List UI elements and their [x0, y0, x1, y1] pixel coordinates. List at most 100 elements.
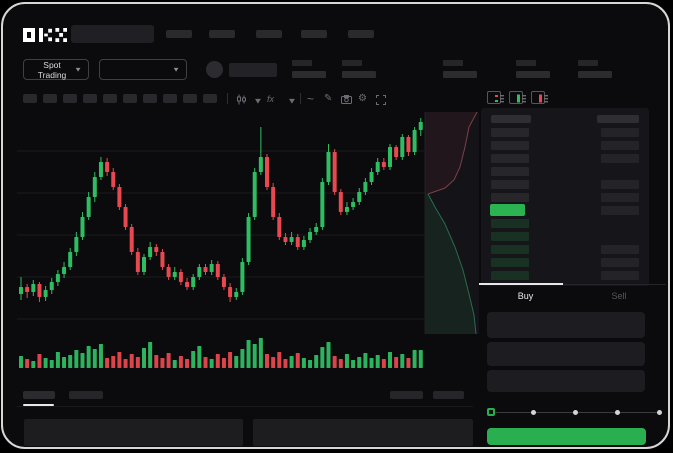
interval-button[interactable]	[143, 94, 157, 103]
bid-price-placeholder[interactable]	[491, 271, 529, 280]
camera-icon[interactable]	[341, 95, 352, 104]
total-field[interactable]	[487, 370, 645, 392]
volume-bar	[289, 356, 294, 368]
chevron-down-icon[interactable]: ▼	[287, 97, 297, 106]
candle-body	[43, 290, 48, 297]
book-asks-icon[interactable]	[531, 91, 548, 104]
market-type-dropdown[interactable]: Spot Trading ▼	[23, 59, 89, 80]
ask-price-placeholder[interactable]	[491, 193, 529, 202]
orders-panel	[24, 419, 243, 446]
candle-body	[74, 237, 79, 252]
interval-button[interactable]	[203, 94, 217, 103]
nav-item-placeholder[interactable]	[256, 30, 282, 38]
volume-bar	[123, 359, 128, 368]
candle-body	[19, 287, 23, 294]
bottom-action-placeholder[interactable]	[433, 391, 464, 399]
slider-handle[interactable]	[487, 408, 495, 416]
bid-price-placeholder[interactable]	[491, 258, 529, 267]
nav-item-placeholder[interactable]	[348, 30, 374, 38]
chevron-down-icon[interactable]: ▼	[253, 97, 263, 106]
bottom-action-placeholder[interactable]	[390, 391, 423, 399]
candle-body	[326, 152, 331, 182]
candle-body	[351, 202, 356, 207]
interval-button[interactable]	[103, 94, 117, 103]
book-amount-placeholder	[601, 271, 639, 280]
bottom-tab-history[interactable]	[69, 391, 103, 399]
slider-stop-dot[interactable]	[573, 410, 578, 415]
slider-stop-dot[interactable]	[615, 410, 620, 415]
bid-price-placeholder[interactable]	[491, 219, 529, 228]
tab-buy[interactable]: Buy	[479, 288, 572, 304]
buy-submit-button[interactable]	[487, 428, 646, 445]
candle-body	[68, 252, 73, 267]
book-amount-placeholder	[601, 245, 639, 254]
candle-body	[357, 192, 362, 202]
tab-sell[interactable]: Sell	[572, 288, 666, 304]
last-price-bar[interactable]	[490, 204, 525, 216]
price-field[interactable]	[487, 312, 645, 338]
volume-bar	[191, 351, 196, 368]
nav-item-placeholder[interactable]	[209, 30, 235, 38]
volume-bar	[203, 357, 208, 368]
price-chart[interactable]	[17, 112, 479, 368]
interval-button[interactable]	[83, 94, 97, 103]
volume-bar	[265, 354, 269, 368]
draw-icon[interactable]: ✎	[324, 93, 333, 104]
candle-body	[86, 197, 91, 217]
ask-price-placeholder[interactable]	[491, 128, 529, 137]
slider-stop-dot[interactable]	[531, 410, 536, 415]
interval-button[interactable]	[63, 94, 77, 103]
amount-slider[interactable]	[487, 404, 665, 420]
ask-price-placeholder[interactable]	[491, 141, 529, 150]
candle-body	[234, 292, 239, 297]
fullscreen-icon[interactable]	[376, 95, 386, 105]
volume-bar	[31, 361, 36, 368]
bottom-tab-orders[interactable]	[23, 391, 55, 399]
price-chart-svg	[17, 112, 479, 368]
nav-item-placeholder[interactable]	[166, 30, 192, 38]
indicators-icon[interactable]: fx	[267, 94, 275, 104]
interval-button[interactable]	[23, 94, 37, 103]
bid-price-placeholder[interactable]	[491, 232, 529, 241]
candle-body	[31, 284, 36, 292]
search-input[interactable]	[71, 25, 154, 43]
slider-stop-dot[interactable]	[657, 410, 662, 415]
ask-price-placeholder[interactable]	[491, 154, 529, 163]
candle-body	[228, 287, 233, 297]
candle-body	[49, 282, 54, 290]
candles-style-icon[interactable]	[236, 94, 247, 105]
ticker-stat	[342, 60, 382, 82]
candle-body	[246, 217, 251, 262]
interval-button[interactable]	[163, 94, 177, 103]
candle-body	[185, 282, 190, 287]
line-type-icon[interactable]: ~	[307, 92, 315, 106]
volume-bar	[314, 355, 319, 368]
header-nav	[1, 2, 670, 52]
ticker-stat	[516, 60, 556, 82]
bid-price-placeholder[interactable]	[491, 245, 529, 254]
interval-button[interactable]	[183, 94, 197, 103]
volume-bar	[295, 353, 300, 368]
nav-item-placeholder[interactable]	[301, 30, 327, 38]
amount-field[interactable]	[487, 342, 645, 366]
interval-buttons	[1, 88, 231, 110]
settings-icon[interactable]: ⚙	[358, 93, 367, 104]
book-bids-icon[interactable]	[509, 91, 526, 104]
ask-price-placeholder[interactable]	[491, 167, 529, 176]
book-combined-icon[interactable]	[487, 91, 504, 104]
volume-bar	[185, 359, 190, 368]
interval-button[interactable]	[43, 94, 57, 103]
depth-asks-line	[427, 112, 478, 195]
candle-body	[295, 237, 300, 247]
volume-bar	[86, 346, 91, 368]
volume-bar	[388, 352, 392, 368]
interval-button[interactable]	[123, 94, 137, 103]
volume-bar	[178, 356, 183, 368]
candle-body	[178, 272, 183, 282]
pair-selector-dropdown[interactable]: ▼	[99, 59, 187, 80]
volume-bar	[98, 344, 103, 368]
ask-price-placeholder[interactable]	[491, 180, 529, 189]
ticker-stat	[292, 60, 332, 82]
chevron-down-icon: ▼	[172, 65, 180, 73]
